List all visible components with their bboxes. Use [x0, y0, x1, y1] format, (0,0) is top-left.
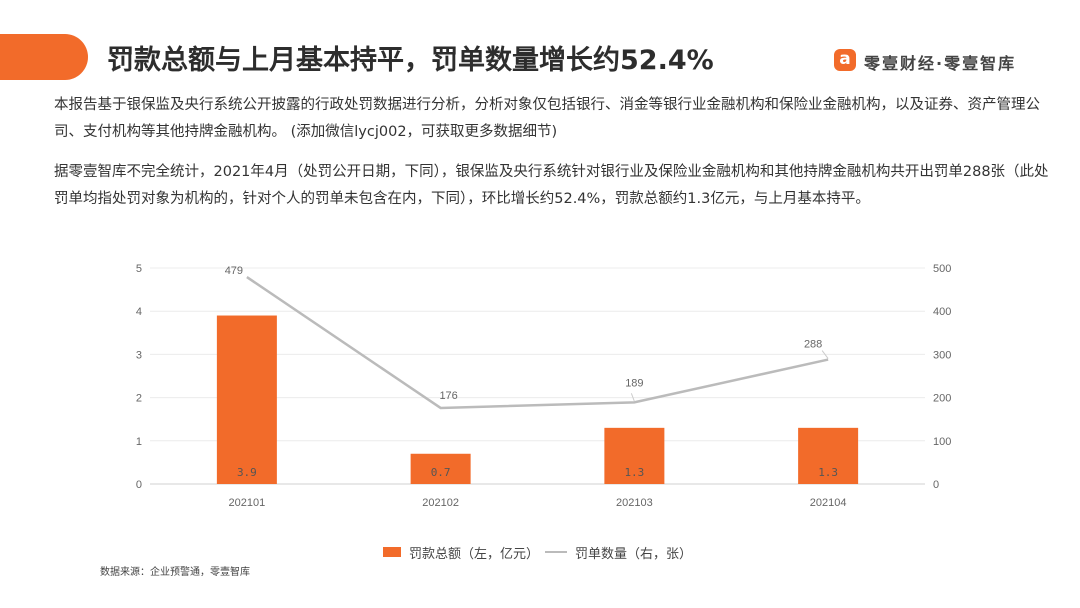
bar-series: 3.9 0.7 1.3 1.3: [216, 315, 859, 484]
line-data-label: 189: [625, 377, 643, 389]
y-left-tick-label: 5: [136, 263, 142, 275]
line-data-label: 176: [439, 390, 457, 402]
right-axis: 0 100 200 300 400 500: [933, 263, 951, 491]
legend-bar-swatch: [383, 547, 401, 557]
title-accent-tab: [0, 34, 88, 80]
x-axis: 202101 202102 202103 202104: [229, 497, 847, 509]
y-right-tick-label: 100: [933, 436, 951, 448]
line-label-leader: [821, 350, 829, 359]
line-label-leader: [630, 393, 635, 402]
bar-data-label: 1.3: [624, 466, 644, 479]
x-tick-label: 202103: [616, 497, 653, 509]
bar-data-label: 0.7: [431, 466, 451, 479]
y-right-tick-label: 400: [933, 306, 951, 318]
x-tick-label: 202104: [810, 497, 847, 509]
bar: [604, 427, 665, 484]
bar-data-label: 1.3: [818, 466, 838, 479]
line-series: 479 176 189 288: [225, 265, 829, 410]
y-left-tick-label: 4: [136, 306, 142, 318]
page-title: 罚款总额与上月基本持平，罚单数量增长约52.4%: [107, 45, 714, 76]
y-left-tick-label: 3: [136, 349, 142, 361]
stats-paragraph: 据零壹智库不完全统计，2021年4月（处罚公开日期，下同），银保监及央行系统针对…: [54, 164, 1049, 207]
y-right-tick-label: 300: [933, 349, 951, 361]
bar: [410, 453, 471, 484]
line-data-label: 479: [225, 265, 243, 277]
series-line: [246, 276, 829, 410]
legend-line-swatch: [545, 551, 567, 553]
y-right-tick-label: 200: [933, 393, 951, 405]
brand-a-icon: a: [834, 49, 856, 71]
legend-line-label: 罚单数量（右，张）: [575, 547, 693, 562]
y-left-tick-label: 1: [136, 436, 142, 448]
x-tick-label: 202101: [229, 497, 266, 509]
source-note: 数据来源：企业预警通，零壹智库: [100, 567, 250, 578]
line-data-label: 288: [804, 339, 822, 351]
bar: [216, 315, 277, 484]
bar: [798, 427, 859, 484]
x-tick-label: 202102: [422, 497, 459, 509]
bar-data-label: 3.9: [237, 466, 257, 479]
brand-name: 零壹财经·零壹智库: [864, 54, 1017, 73]
y-right-tick-label: 0: [933, 479, 939, 491]
gridlines: [150, 267, 925, 485]
y-left-tick-label: 0: [136, 479, 142, 491]
y-left-tick-label: 2: [136, 393, 142, 405]
intro-paragraph: 本报告基于银保监及央行系统公开披露的行政处罚数据进行分析，分析对象仅包括银行、消…: [54, 97, 1040, 140]
left-axis: 0 1 2 3 4 5: [136, 263, 142, 491]
legend-bar-label: 罚款总额（左，亿元）: [409, 547, 540, 562]
y-right-tick-label: 500: [933, 263, 951, 275]
